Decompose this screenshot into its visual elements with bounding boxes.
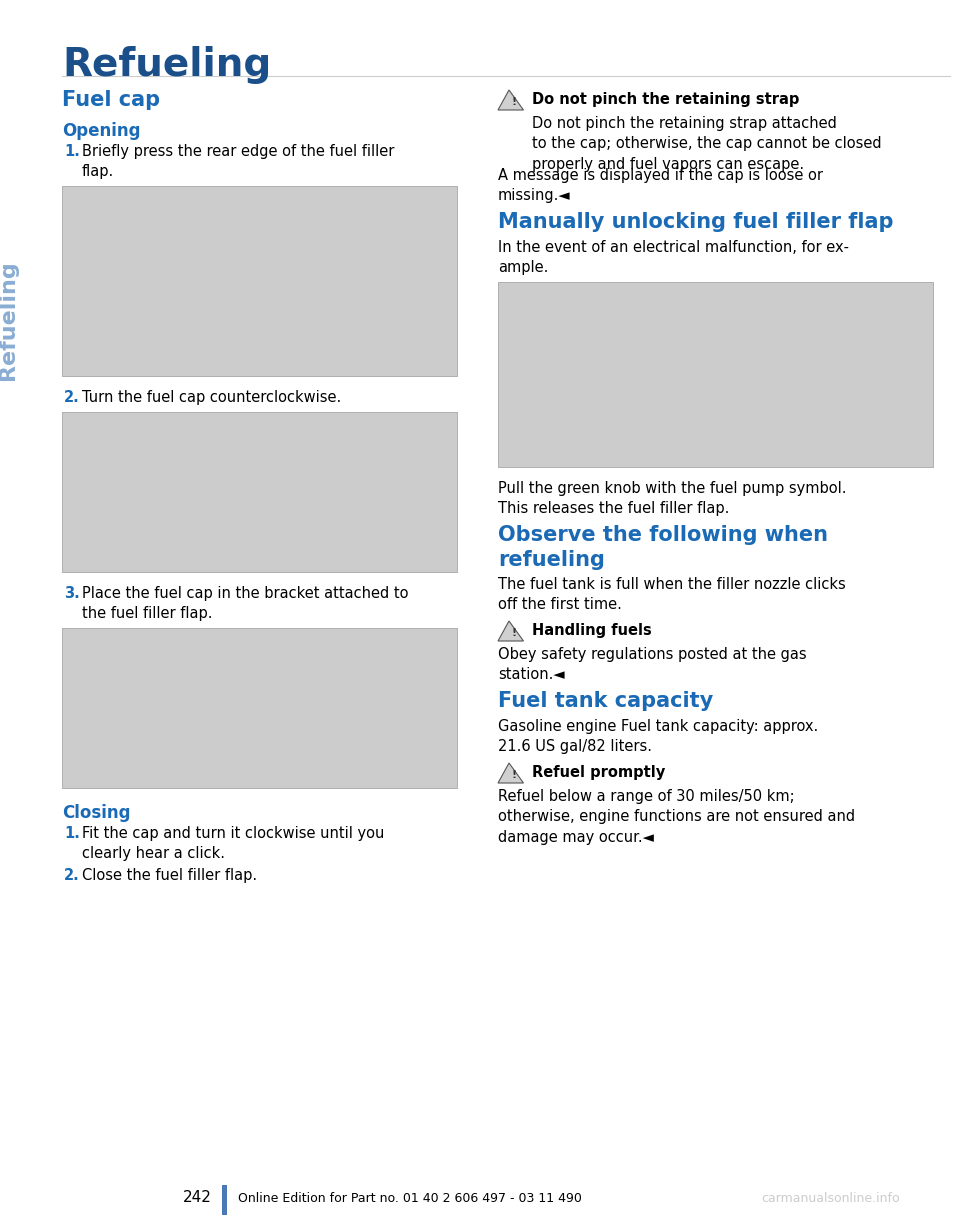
Text: 242: 242 bbox=[183, 1190, 212, 1205]
Text: !: ! bbox=[512, 770, 516, 781]
Text: Pull the green knob with the fuel pump symbol.
This releases the fuel filler fla: Pull the green knob with the fuel pump s… bbox=[498, 481, 847, 517]
Text: Refueling: Refueling bbox=[0, 260, 18, 380]
Text: Refuel below a range of 30 miles/50 km;
otherwise, engine functions are not ensu: Refuel below a range of 30 miles/50 km; … bbox=[498, 789, 855, 844]
Text: Fit the cap and turn it clockwise until you
clearly hear a click.: Fit the cap and turn it clockwise until … bbox=[82, 826, 384, 862]
Text: Obey safety regulations posted at the gas
station.◄: Obey safety regulations posted at the ga… bbox=[498, 646, 806, 682]
Bar bbox=[222, 1185, 227, 1215]
Polygon shape bbox=[498, 90, 523, 110]
Text: 2.: 2. bbox=[64, 390, 80, 404]
Polygon shape bbox=[498, 621, 523, 642]
Text: Handling fuels: Handling fuels bbox=[532, 623, 652, 638]
Text: Refueling: Refueling bbox=[62, 46, 272, 84]
Text: Closing: Closing bbox=[62, 804, 131, 822]
Text: 2.: 2. bbox=[64, 868, 80, 884]
Text: Fuel cap: Fuel cap bbox=[62, 90, 160, 110]
Text: Observe the following when
refueling: Observe the following when refueling bbox=[498, 525, 828, 569]
Text: The fuel tank is full when the filler nozzle clicks
off the first time.: The fuel tank is full when the filler no… bbox=[498, 577, 846, 612]
Text: Do not pinch the retaining strap: Do not pinch the retaining strap bbox=[532, 92, 800, 108]
Text: Online Edition for Part no. 01 40 2 606 497 - 03 11 490: Online Edition for Part no. 01 40 2 606 … bbox=[238, 1191, 582, 1205]
Text: 1.: 1. bbox=[64, 826, 80, 841]
Text: Place the fuel cap in the bracket attached to
the fuel filler flap.: Place the fuel cap in the bracket attach… bbox=[82, 587, 409, 622]
Text: Refuel promptly: Refuel promptly bbox=[532, 765, 665, 780]
Text: Gasoline engine Fuel tank capacity: approx.
21.6 US gal/82 liters.: Gasoline engine Fuel tank capacity: appr… bbox=[498, 719, 818, 754]
Text: Opening: Opening bbox=[62, 122, 140, 141]
Text: In the event of an electrical malfunction, for ex-
ample.: In the event of an electrical malfunctio… bbox=[498, 240, 849, 275]
Text: Briefly press the rear edge of the fuel filler
flap.: Briefly press the rear edge of the fuel … bbox=[82, 144, 395, 180]
Bar bbox=[498, 282, 933, 467]
Text: carmanualsonline.info: carmanualsonline.info bbox=[761, 1191, 900, 1205]
Text: !: ! bbox=[512, 628, 516, 638]
Text: Do not pinch the retaining strap attached
to the cap; otherwise, the cap cannot : Do not pinch the retaining strap attache… bbox=[532, 116, 881, 172]
Text: A message is displayed if the cap is loose or
missing.◄: A message is displayed if the cap is loo… bbox=[498, 167, 823, 203]
Polygon shape bbox=[498, 763, 523, 783]
Text: Close the fuel filler flap.: Close the fuel filler flap. bbox=[82, 868, 257, 884]
Text: Fuel tank capacity: Fuel tank capacity bbox=[498, 690, 713, 711]
Text: !: ! bbox=[512, 98, 516, 108]
Bar bbox=[62, 628, 457, 788]
Bar bbox=[62, 412, 457, 572]
Text: Manually unlocking fuel filler flap: Manually unlocking fuel filler flap bbox=[498, 211, 894, 232]
Text: 3.: 3. bbox=[64, 587, 80, 601]
Text: 1.: 1. bbox=[64, 144, 80, 159]
Text: Turn the fuel cap counterclockwise.: Turn the fuel cap counterclockwise. bbox=[82, 390, 341, 404]
Bar bbox=[62, 186, 457, 376]
